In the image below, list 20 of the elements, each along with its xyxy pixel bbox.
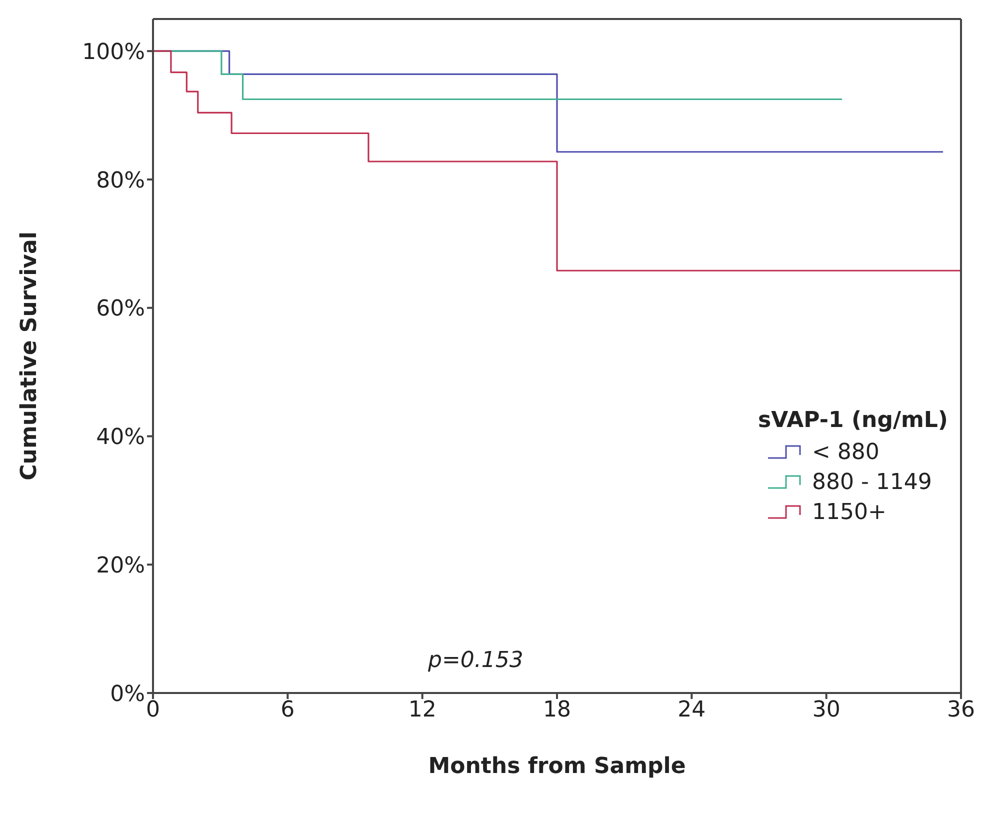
y-tick-label: 0% [110, 682, 145, 707]
legend-label: 1150+ [812, 500, 886, 524]
x-tick-label: 30 [812, 698, 840, 723]
y-tick-label: 40% [96, 425, 145, 450]
x-tick-label: 12 [408, 698, 436, 723]
x-tick-label: 36 [947, 698, 975, 723]
legend-label: < 880 [812, 440, 880, 464]
x-tick-label: 0 [146, 698, 160, 723]
legend-title: sVAP-1 (ng/mL) [758, 408, 948, 433]
x-tick-label: 6 [280, 698, 295, 723]
legend-label: 880 - 1149 [812, 470, 932, 494]
x-tick-label: 18 [543, 698, 571, 723]
x-axis-title: Months from Sample [428, 754, 686, 779]
y-tick-label: 60% [96, 296, 145, 322]
x-tick-label: 24 [678, 698, 706, 723]
annotation: p=0.153 [428, 648, 524, 673]
y-axis-title: Cumulative Survival [16, 232, 42, 480]
y-tick-label: 100% [82, 40, 145, 65]
y-tick-label: 80% [96, 168, 145, 194]
y-tick-label: 20% [96, 553, 145, 578]
